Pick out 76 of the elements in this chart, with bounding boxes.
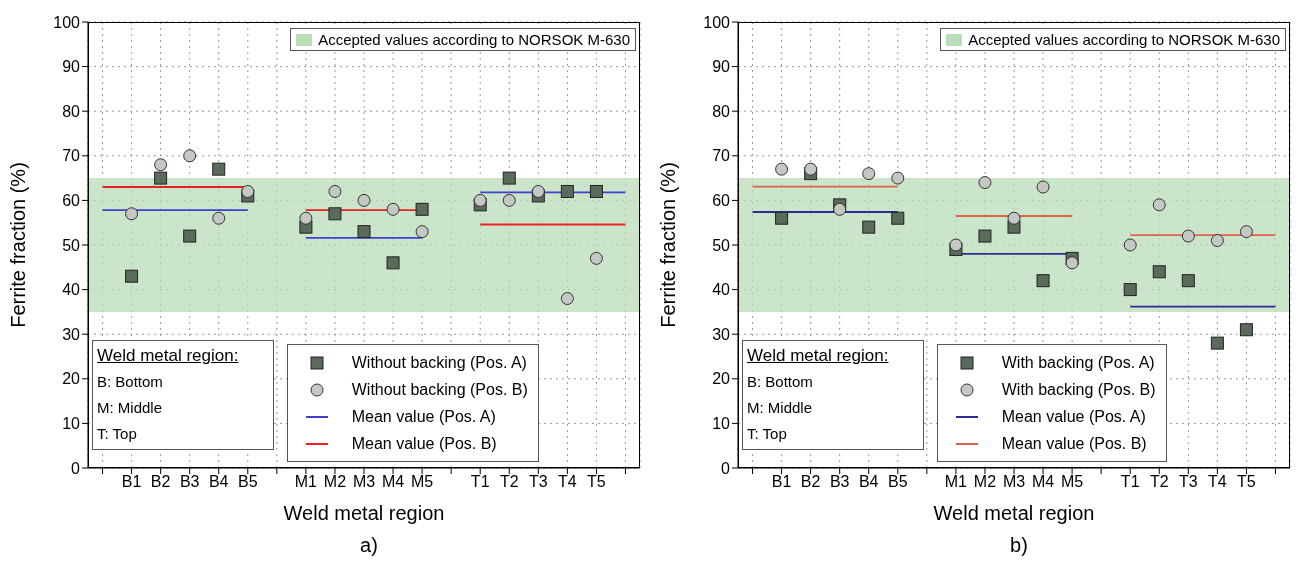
x-tick-label: B5 (888, 473, 908, 491)
legend-label: Without backing (Pos. A) (351, 353, 527, 373)
x-tick-label: B1 (771, 473, 792, 491)
annotation: Weld metal region: (97, 345, 240, 367)
x-tick-label: B2 (800, 473, 821, 491)
text: b) (1009, 534, 1029, 557)
y-tick-label: 100 (53, 13, 81, 31)
x-tick-label: T3 (528, 473, 548, 491)
x-tick-label: M2 (973, 473, 997, 491)
x-tick-label: M5 (410, 473, 434, 491)
x-tick-label: M1 (294, 473, 318, 491)
y-axis-title: Ferrite fraction (%) (657, 162, 680, 328)
x-tick-label: M5 (1060, 473, 1084, 491)
annotation: T: Top (97, 424, 138, 444)
annotation: B: Bottom (97, 372, 164, 392)
x-tick-label: B3 (829, 473, 850, 491)
y-tick-label: 60 (62, 192, 81, 210)
y-tick-label: 50 (62, 236, 81, 254)
legend-label: Mean value (Pos. B) (351, 434, 497, 454)
x-tick-label: T1 (1120, 473, 1140, 491)
x-tick-label: M3 (1002, 473, 1026, 491)
x-tick-label: T4 (558, 473, 577, 491)
x-tick-label: B3 (179, 473, 200, 491)
y-tick-label: 70 (62, 147, 81, 165)
x-tick-label: B2 (150, 473, 171, 491)
x-tick-label: B5 (238, 473, 258, 491)
legend-label: With backing (Pos. A) (1001, 353, 1155, 373)
x-tick-label: B1 (121, 473, 142, 491)
y-tick-label: 30 (62, 325, 81, 343)
x-tick-label: B4 (208, 473, 229, 491)
y-tick-label: 0 (71, 459, 81, 477)
x-tick-label: B4 (858, 473, 879, 491)
legend-label: With backing (Pos. B) (1001, 380, 1156, 400)
y-tick-label: 10 (712, 415, 731, 433)
annotation: Weld metal region: (747, 345, 890, 367)
x-axis-title: Weld metal region (283, 502, 445, 524)
y-tick-label: 40 (62, 281, 81, 299)
y-tick-label: 80 (712, 102, 731, 120)
x-tick-label: M4 (381, 473, 405, 491)
y-tick-label: 20 (62, 370, 81, 388)
y-tick-label: 90 (62, 58, 81, 76)
y-tick-label: 40 (712, 281, 731, 299)
x-tick-label: T3 (1178, 473, 1198, 491)
annotation: B: Bottom (747, 372, 814, 392)
annotation: M: Middle (97, 398, 164, 418)
annotation: T: Top (747, 424, 788, 444)
y-tick-label: 60 (712, 192, 731, 210)
y-tick-label: 70 (712, 147, 731, 165)
x-tick-label: M1 (944, 473, 968, 491)
y-tick-label: 100 (703, 13, 731, 31)
x-tick-label: T2 (1149, 473, 1169, 491)
legend-label: Accepted values according to NORSOK M-630 (318, 31, 630, 48)
annotation: M: Middle (747, 398, 814, 418)
x-tick-label: M2 (323, 473, 347, 491)
x-axis-title: Weld metal region (933, 502, 1095, 524)
legend-label: Without backing (Pos. B) (351, 380, 528, 400)
y-tick-label: 0 (721, 459, 731, 477)
x-tick-label: T1 (470, 473, 490, 491)
y-tick-label: 80 (62, 102, 81, 120)
x-tick-label: T2 (499, 473, 519, 491)
x-tick-label: M4 (1031, 473, 1055, 491)
x-tick-label: T4 (1208, 473, 1227, 491)
y-tick-label: 30 (712, 325, 731, 343)
legend-label: Mean value (Pos. A) (1001, 407, 1146, 427)
legend-label: Accepted values according to NORSOK M-630 (968, 31, 1280, 48)
text: a) (359, 534, 379, 557)
y-axis-title: Ferrite fraction (%) (7, 162, 30, 328)
legend-label: Mean value (Pos. A) (351, 407, 496, 427)
x-tick-label: T5 (587, 473, 606, 491)
x-tick-label: M3 (352, 473, 376, 491)
y-tick-label: 90 (712, 58, 731, 76)
y-tick-label: 10 (62, 415, 81, 433)
legend-label: Mean value (Pos. B) (1001, 434, 1147, 454)
x-tick-label: T5 (1237, 473, 1256, 491)
y-tick-label: 50 (712, 236, 731, 254)
y-tick-label: 20 (712, 370, 731, 388)
